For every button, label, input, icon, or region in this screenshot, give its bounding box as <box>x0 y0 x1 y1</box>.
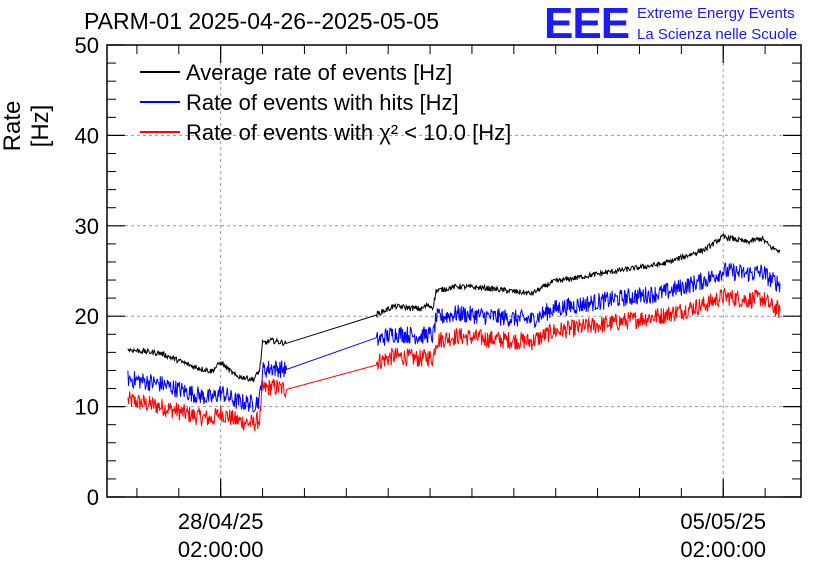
legend-label: Rate of events with hits [Hz] <box>186 90 459 115</box>
chart-title: PARM-01 2025-04-26--2025-05-05 <box>84 8 439 34</box>
legend: Average rate of events [Hz] Rate of event… <box>140 60 511 145</box>
grid-lines <box>107 45 801 497</box>
plot-frame <box>106 44 802 498</box>
logo-line-1: Extreme Energy Events <box>637 5 795 22</box>
eee-logo: EEE <box>544 0 630 48</box>
x-tick-date: 28/04/25 <box>178 509 264 534</box>
logo-caption: Extreme Energy Events La Scienza nelle S… <box>637 3 797 45</box>
series-line <box>127 262 781 413</box>
y-tick-label: 20 <box>75 304 99 329</box>
legend-label: Average rate of events [Hz] <box>186 60 452 85</box>
y-tick-label: 0 <box>87 485 99 510</box>
logo-line-2: La Scienza nelle Scuole <box>637 26 798 43</box>
legend-label: Rate of events with χ² < 10.0 [Hz] <box>186 120 511 145</box>
series-line <box>127 233 781 383</box>
axis-ticks: 0 10 20 30 40 50 28/04/25 02:00:00 05/05/25 02:00… <box>75 33 801 562</box>
x-tick-time: 02:00:00 <box>680 537 766 562</box>
x-tick-date: 05/05/25 <box>680 509 766 534</box>
y-tick-label: 40 <box>75 123 99 148</box>
y-tick-label: 50 <box>75 33 99 58</box>
series-layer <box>127 233 781 432</box>
y-tick-label: 10 <box>75 395 99 420</box>
y-tick-label: 30 <box>75 214 99 239</box>
series-line <box>127 288 781 432</box>
x-tick-time: 02:00:00 <box>178 537 264 562</box>
